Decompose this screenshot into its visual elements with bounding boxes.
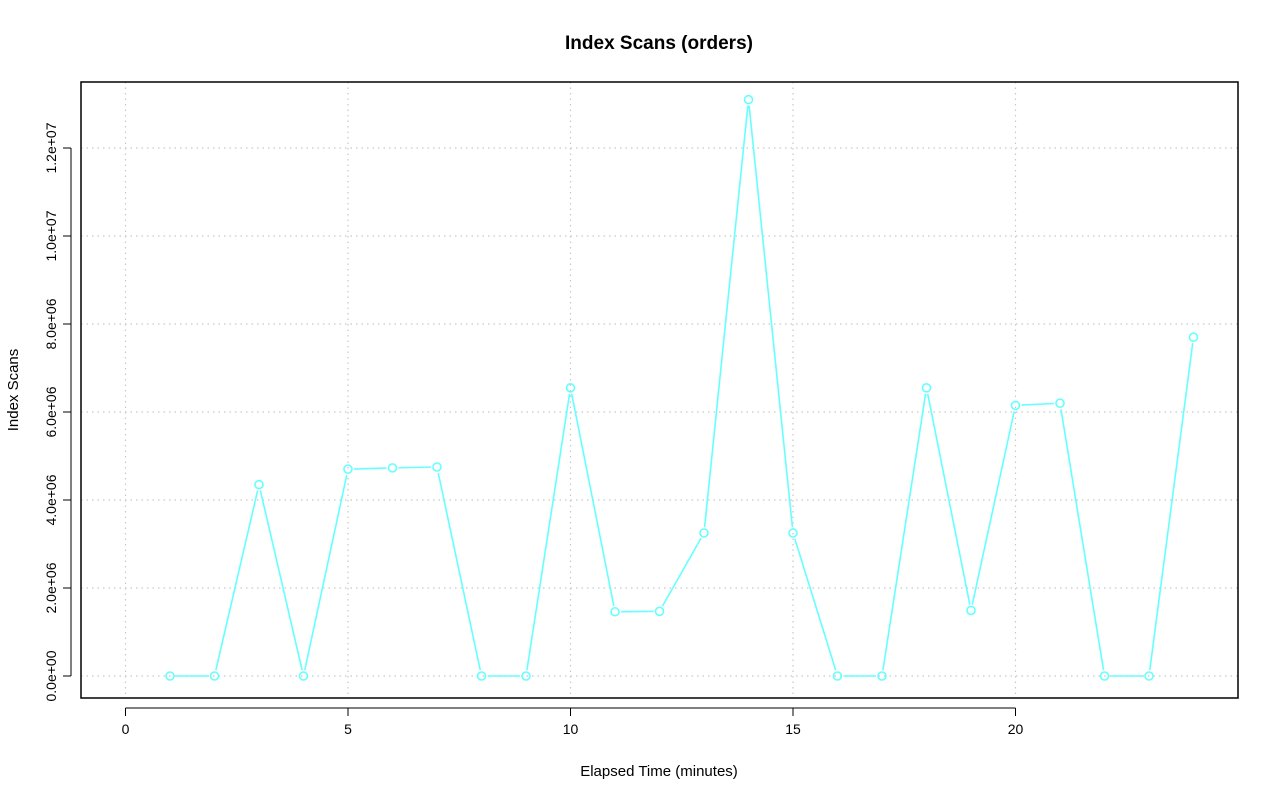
x-tick-label: 5 — [344, 721, 352, 737]
data-point — [1055, 398, 1065, 409]
series-line-segment — [926, 393, 971, 605]
data-point — [966, 605, 976, 616]
series-line-segment — [353, 467, 387, 470]
series-line-segment — [748, 105, 794, 528]
y-axis: 0.0e+00 2.0e+06 4.0e+06 6.0e+06 8.0e+06 1.0e+… — [43, 122, 72, 702]
series-line-segment — [1148, 343, 1194, 671]
series-line-segment — [661, 537, 702, 607]
data-point — [654, 606, 665, 617]
series-line-segment — [971, 411, 1016, 605]
series-line-segment — [398, 466, 432, 469]
x-tick-label: 15 — [785, 721, 801, 737]
grid — [81, 82, 1238, 698]
data-point — [165, 671, 175, 681]
series-line-segment — [882, 393, 927, 671]
data-point — [832, 671, 843, 681]
data-point — [432, 462, 442, 472]
plot-area-border — [80, 81, 1239, 699]
y-tick-label: 8.0e+06 — [43, 298, 59, 349]
series-line-segment — [703, 105, 749, 528]
series-line-segment — [1060, 408, 1105, 671]
chart-title: Index Scans (orders) — [565, 33, 753, 54]
data-point — [610, 606, 620, 617]
series-line-segment — [526, 393, 571, 671]
x-axis-label: Elapsed Time (minutes) — [580, 763, 738, 780]
series-line-segment — [259, 490, 303, 671]
data-point — [254, 479, 264, 490]
x-axis: 0 5 10 15 20 — [122, 707, 1024, 737]
data-point — [387, 463, 398, 473]
series-line-segment — [1021, 402, 1055, 406]
series-line-segment — [570, 393, 615, 607]
data-point — [699, 528, 709, 538]
data-point — [521, 671, 531, 681]
y-tick-label: 1.0e+07 — [43, 210, 59, 261]
series-layer — [165, 94, 1199, 681]
y-tick-label: 1.2e+07 — [43, 122, 59, 173]
data-point — [1188, 332, 1199, 343]
data-point — [209, 671, 220, 681]
data-point — [476, 671, 487, 681]
y-tick-label: 2.0e+06 — [43, 562, 59, 613]
data-point — [877, 671, 887, 681]
data-point — [298, 671, 309, 681]
series — [165, 94, 1199, 681]
y-axis-label: Index Scans — [5, 349, 22, 432]
x-tick-label: 0 — [122, 721, 130, 737]
series-line-segment — [437, 472, 482, 671]
data-point — [788, 528, 798, 538]
data-point — [743, 94, 754, 105]
data-point — [343, 464, 353, 475]
data-point — [1010, 400, 1021, 411]
y-tick-label: 6.0e+06 — [43, 386, 59, 437]
data-point — [1144, 671, 1154, 681]
y-tick-label: 0.0e+00 — [43, 650, 59, 701]
series-line-segment — [303, 474, 348, 671]
series-line-segment — [215, 490, 259, 671]
x-tick-label: 10 — [563, 721, 579, 737]
x-tick-label: 20 — [1008, 721, 1024, 737]
data-point — [1099, 671, 1110, 681]
data-point — [921, 382, 932, 393]
series-line-segment — [794, 538, 837, 671]
y-tick-label: 4.0e+06 — [43, 474, 59, 525]
data-point — [565, 382, 576, 393]
